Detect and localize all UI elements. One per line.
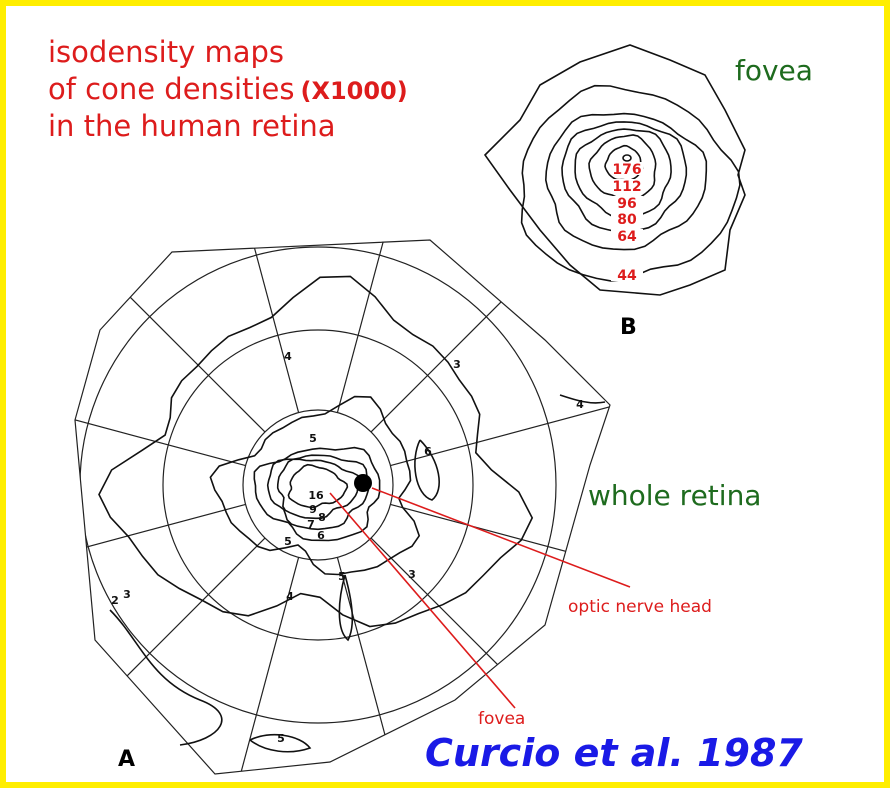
contours [98,44,746,753]
grid-spoke [75,401,246,467]
label-bg [611,179,643,192]
contour [209,395,421,576]
contour [266,454,370,531]
label-bg [611,162,643,175]
contour-label: 7 [307,518,315,531]
contour [544,112,708,251]
contour-label: 4 [284,350,292,363]
contour [276,458,361,520]
annotation: optic nerve head [568,597,712,617]
contour [520,84,741,282]
contour [253,446,381,542]
pointer-line [329,492,516,709]
contour [249,733,312,753]
grid-spoke [336,240,402,413]
contour [574,128,672,218]
title: isodensity maps of cone densities (X1000)… [48,35,408,143]
panel-b-label: B [620,315,637,340]
contour-label: 80 [617,212,637,228]
contour-label: 6 [317,529,325,542]
annotation: fovea [478,709,525,729]
contour [561,121,688,233]
title-line: of cone densities [48,72,294,106]
contour-label: 176 [612,162,641,178]
title-line: of cone densities (X1000) [48,72,408,106]
panel-b-caption: fovea [735,54,813,87]
contour-label: 4 [286,590,294,603]
contour [414,439,440,501]
contour [338,574,354,642]
contour-label: 5 [338,570,346,583]
contour-label: 5 [277,732,285,745]
contour [483,44,746,296]
contour-label: 8 [318,511,326,524]
contour-label: 44 [617,268,637,284]
title-line: in the human retina [48,109,336,143]
contour-label: 16 [308,489,324,502]
title-line: isodensity maps [48,35,284,69]
label-bg [611,212,643,225]
contour-label: 5 [309,432,317,445]
contour-label: 96 [617,196,636,212]
contour-label: 2 [111,594,119,607]
panel-a-label: A [118,747,135,772]
panel-a-caption: whole retina [588,479,761,512]
label-bg [611,268,643,281]
contour-label: 9 [309,503,317,516]
label-bg [611,229,643,242]
contour-label: 4 [576,398,584,411]
citation: Curcio et al. 1987 [425,731,803,775]
contour [98,275,534,628]
contour-label: 3 [408,568,416,581]
contour-label: 6 [424,445,432,458]
contour-label: 112 [612,179,641,195]
grid-circle [162,329,474,641]
contour-label: 5 [284,535,292,548]
contour [287,463,349,509]
contour [604,144,644,182]
contour-label: 64 [617,229,637,245]
contour-label: 3 [453,358,461,371]
optic-disc [354,474,372,492]
contour-label: 3 [123,588,131,601]
contour [109,609,223,746]
title-multiplier: (X1000) [300,77,407,105]
contour [622,154,632,162]
pointer-line [371,487,631,588]
grid-circle [242,409,394,561]
grid-spoke [234,557,300,774]
label-bg [611,196,643,209]
grid-spoke [390,401,610,467]
contour [559,394,606,404]
grid-spoke [234,240,300,413]
